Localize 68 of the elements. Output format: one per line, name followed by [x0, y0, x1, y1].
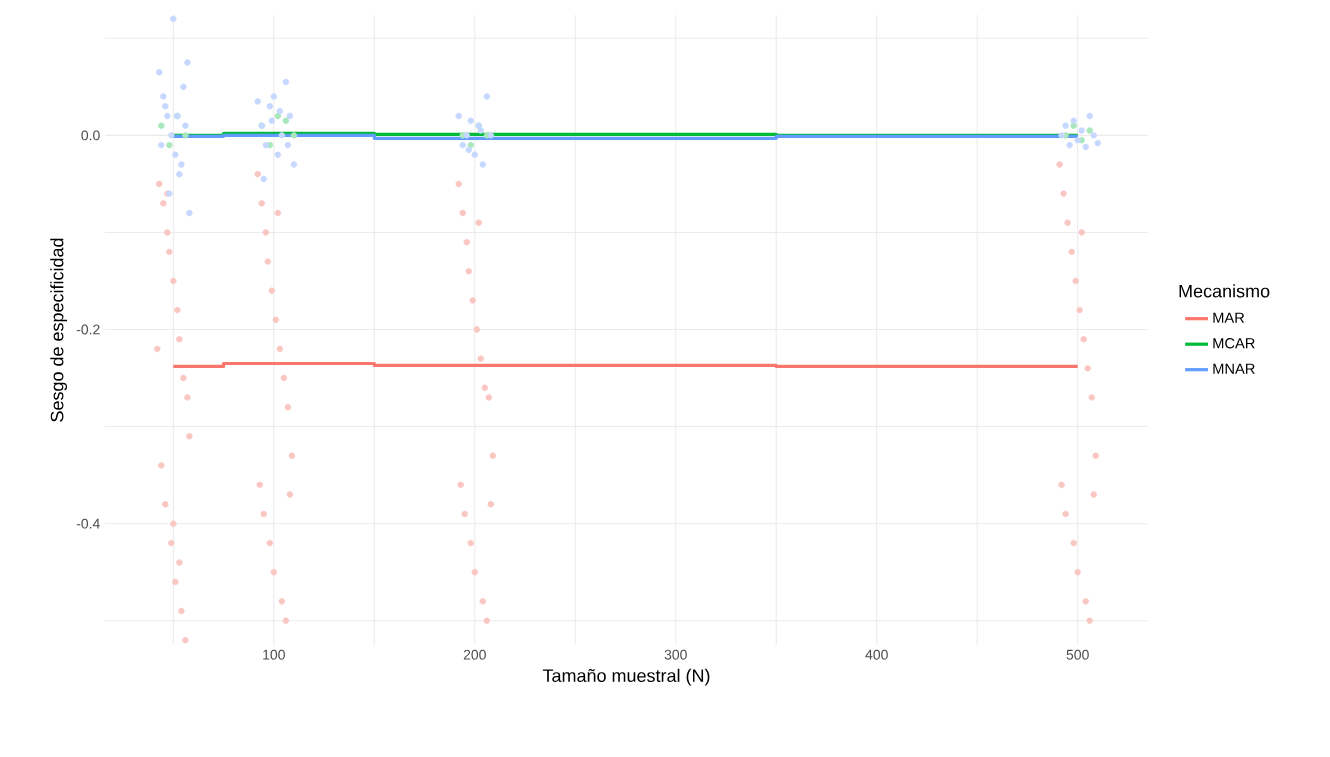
point	[1062, 122, 1069, 129]
y-tick-label: -0.2	[76, 324, 100, 335]
point	[268, 117, 276, 125]
x-tick-label: 500	[1066, 649, 1089, 660]
point	[164, 112, 171, 120]
point	[1066, 141, 1073, 149]
point	[156, 69, 163, 76]
point	[479, 161, 487, 168]
point	[182, 132, 189, 139]
point	[270, 93, 278, 100]
point	[282, 117, 290, 125]
point	[166, 141, 173, 149]
point	[471, 151, 478, 158]
point	[1094, 139, 1101, 147]
point	[182, 122, 189, 129]
point	[1090, 132, 1097, 139]
point	[168, 132, 175, 139]
x-tick-label: 200	[463, 649, 486, 660]
y-axis-title: Sesgo de especificidad	[50, 238, 68, 422]
point	[487, 132, 495, 139]
point	[1058, 132, 1065, 139]
point	[158, 122, 165, 129]
point	[1086, 127, 1093, 134]
x-axis-title: Tamaño muestral (N)	[542, 668, 710, 686]
point	[274, 151, 282, 158]
point	[172, 151, 179, 158]
y-tick-label: -0.4	[76, 518, 100, 529]
point	[186, 209, 193, 217]
point	[278, 132, 286, 139]
point	[178, 161, 185, 168]
point	[162, 103, 169, 110]
point	[1070, 117, 1077, 125]
point	[1086, 112, 1093, 120]
point	[254, 98, 261, 105]
point	[286, 112, 294, 120]
point	[160, 93, 167, 100]
point	[262, 141, 269, 149]
point	[465, 146, 472, 154]
point	[1082, 143, 1089, 151]
point	[1074, 137, 1081, 144]
point	[176, 170, 183, 178]
y-tick-label: 0.0	[81, 130, 100, 141]
point	[1078, 127, 1085, 134]
point	[463, 132, 470, 139]
point	[483, 93, 491, 100]
x-tick-label: 100	[263, 649, 285, 660]
point	[459, 141, 466, 149]
point	[170, 15, 177, 23]
point	[158, 141, 165, 149]
point	[467, 117, 474, 125]
point	[282, 78, 290, 86]
point	[290, 132, 298, 139]
legend-title: Mecanismo	[1179, 284, 1270, 298]
point	[455, 112, 462, 120]
x-tick-label: 400	[865, 649, 888, 660]
point	[1070, 122, 1077, 129]
point	[290, 161, 298, 168]
point	[284, 141, 292, 149]
point	[260, 175, 267, 183]
legend-label: MCAR	[1213, 338, 1255, 349]
point	[266, 103, 273, 110]
point	[276, 107, 284, 115]
legend-label: MNAR	[1213, 363, 1255, 374]
point	[477, 127, 485, 134]
point	[180, 83, 187, 91]
legend-label: MAR	[1213, 312, 1245, 323]
x-tick-label: 300	[664, 649, 687, 660]
point	[184, 59, 191, 66]
